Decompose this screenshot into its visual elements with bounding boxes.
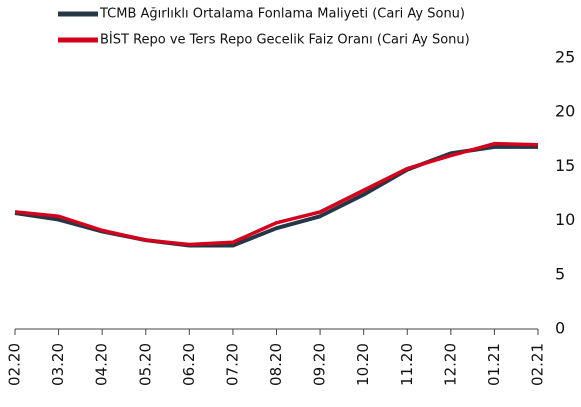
legend-label: TCMB Ağırlıklı Ortalama Fonlama Maliyeti… [99, 7, 465, 22]
x-tick-label: 02.21 [529, 343, 547, 386]
x-tick-label: 01.21 [485, 343, 503, 386]
x-tick-label: 02.20 [6, 343, 24, 386]
x-tick-label: 11.20 [398, 343, 416, 386]
x-tick-label: 07.20 [223, 343, 241, 386]
y-tick-label: 0 [555, 319, 565, 338]
series-line [14, 144, 538, 248]
x-tick-label: 08.20 [267, 343, 285, 386]
x-tick-label: 09.20 [311, 343, 329, 386]
y-tick-label: 5 [555, 264, 565, 283]
y-tick-label: 15 [555, 156, 575, 175]
y-tick-label: 25 [555, 48, 575, 67]
x-tick-label: 06.20 [180, 343, 198, 386]
series-line [14, 141, 539, 247]
y-tick-label: 20 [555, 102, 575, 121]
x-tick-label: 05.20 [136, 343, 154, 386]
x-tick-label: 04.20 [93, 343, 111, 386]
x-tick-label: 10.20 [354, 343, 372, 386]
y-tick-label: 10 [555, 210, 575, 229]
x-tick-label: 03.20 [49, 343, 67, 386]
legend-label: BİST Repo ve Ters Repo Gecelik Faiz Oran… [100, 32, 470, 48]
x-tick-label: 12.20 [441, 343, 459, 386]
